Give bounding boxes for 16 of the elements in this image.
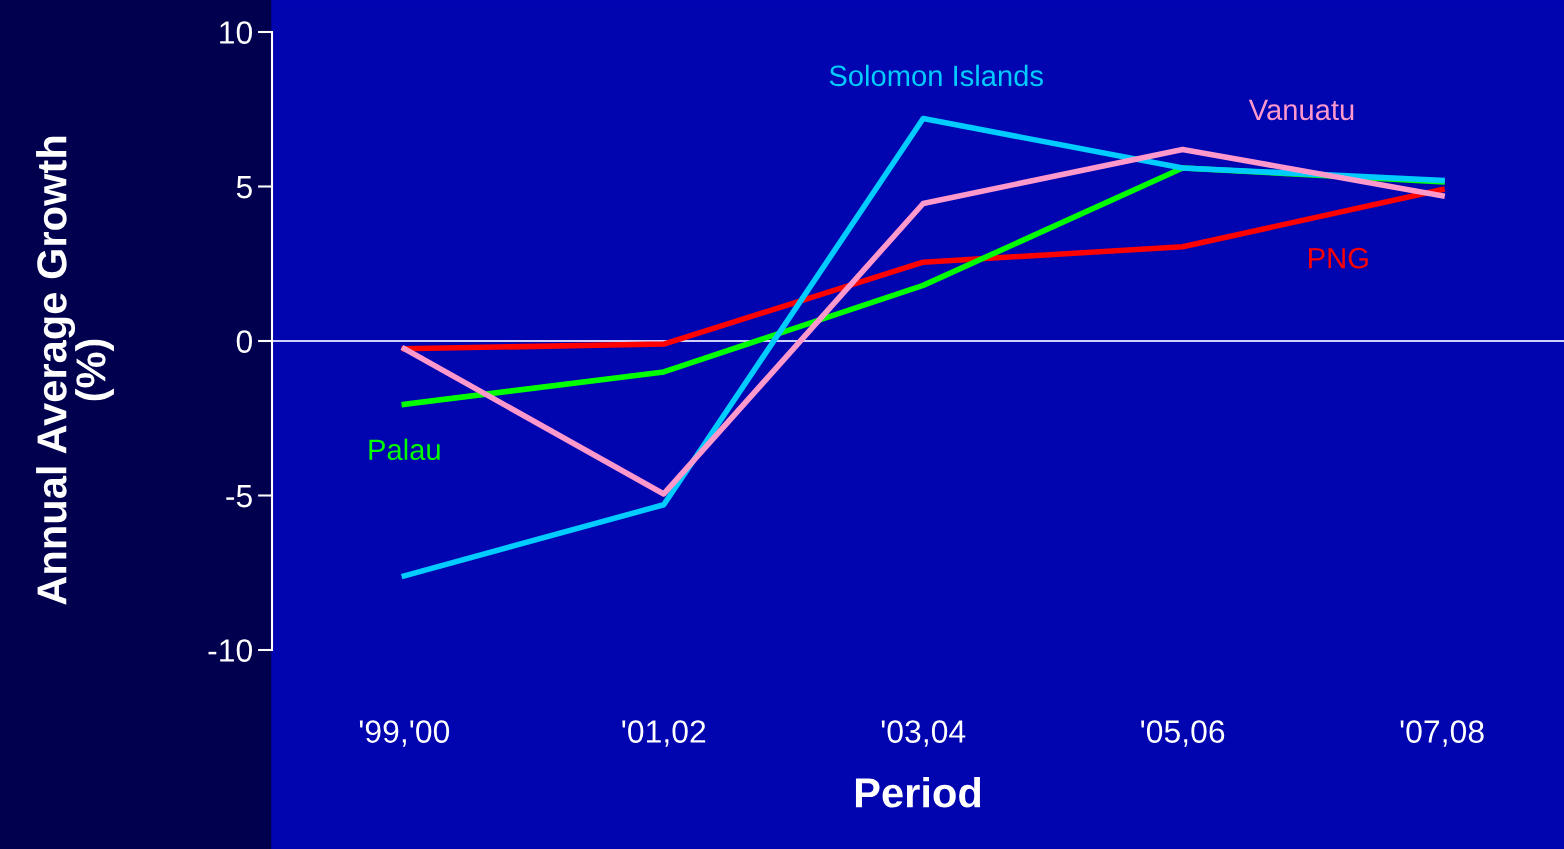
x-tick-label: '03,04 xyxy=(881,720,966,747)
x-tick-label: '05,06 xyxy=(1141,720,1225,747)
y-axis-title: Annual Average Growth (%) xyxy=(36,136,114,605)
y-tick-label: 5 xyxy=(236,176,252,199)
y-tick-label: 10 xyxy=(220,21,252,44)
series-label: Vanuatu xyxy=(1248,99,1354,121)
x-tick-label: '07,08 xyxy=(1400,720,1484,747)
x-tick-label: '99,'00 xyxy=(359,720,450,747)
y-tick-label: -5 xyxy=(226,485,252,508)
series-label: Solomon Islands xyxy=(829,64,1043,87)
x-tick-label: '01,02 xyxy=(622,720,706,747)
x-axis-title: Period xyxy=(855,777,981,808)
y-tick-label: 0 xyxy=(236,330,252,353)
y-tick-label: -10 xyxy=(208,639,253,662)
series-label: PNG xyxy=(1309,247,1368,269)
series-label: Palau xyxy=(369,438,440,461)
